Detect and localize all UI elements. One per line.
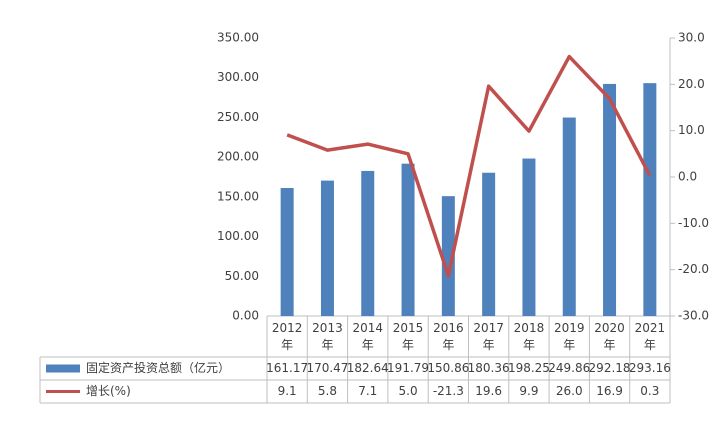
y-tick-label: 350.00 — [217, 31, 259, 45]
table-cell: 16.9 — [596, 384, 623, 398]
x-tick-label: 2020 年 — [594, 321, 625, 352]
bar — [280, 187, 294, 316]
y2-tick-label: 10.0 — [678, 123, 705, 137]
table-cell: 198.25 — [508, 361, 550, 375]
bar — [482, 172, 496, 316]
x-tick-label: 2016 年 — [433, 321, 464, 352]
table-cell: 170.47 — [306, 361, 348, 375]
table-cell: 9.9 — [519, 384, 538, 398]
table-cell: 26.0 — [556, 384, 583, 398]
table-cell: 7.1 — [358, 384, 377, 398]
table-cell: 0.3 — [640, 384, 659, 398]
bar — [603, 83, 617, 316]
y-tick-label: 250.00 — [217, 110, 259, 124]
legend-swatch — [46, 364, 80, 373]
table-cell: 9.1 — [278, 384, 297, 398]
table-cell: 180.36 — [468, 361, 510, 375]
x-tick-label: 2018 年 — [514, 321, 545, 352]
line-series — [286, 54, 652, 278]
x-tick-label: 2013 年 — [312, 321, 343, 352]
table-cell: 5.0 — [399, 384, 418, 398]
x-tick-label: 2017 年 — [473, 321, 504, 352]
bar — [401, 163, 415, 316]
bar — [441, 196, 455, 316]
bar — [522, 158, 536, 316]
bar — [361, 170, 375, 316]
y2-tick-label: 30.0 — [678, 31, 705, 45]
table-cell: 293.16 — [629, 361, 671, 375]
table-cell: 161.17 — [266, 361, 308, 375]
table-cell: 5.8 — [318, 384, 337, 398]
legend-label: 固定资产投资总额（亿元） — [86, 360, 230, 375]
y-tick-label: 0.00 — [232, 309, 259, 323]
table-cell: 182.64 — [347, 361, 389, 375]
table-cell: -21.3 — [433, 384, 464, 398]
y-tick-label: 50.00 — [225, 269, 259, 283]
y-tick-label: 150.00 — [217, 189, 259, 203]
y2-tick-label: -30.0 — [678, 309, 709, 323]
bar — [562, 117, 576, 317]
x-tick-label: 2021 年 — [635, 321, 666, 352]
legend-label: 增长(%) — [86, 384, 131, 398]
y-tick-label: 200.00 — [217, 150, 259, 164]
table-cell: 292.18 — [589, 361, 631, 375]
table-cell: 249.86 — [548, 361, 590, 375]
bar — [320, 180, 334, 316]
y2-tick-label: -10.0 — [678, 216, 709, 230]
bar — [643, 83, 657, 316]
y2-tick-label: 20.0 — [678, 77, 705, 91]
y-tick-label: 300.00 — [217, 70, 259, 84]
table-cell: 150.86 — [427, 361, 469, 375]
x-tick-label: 2019 年 — [554, 321, 585, 352]
x-tick-label: 2012 年 — [272, 321, 303, 352]
y-tick-label: 100.00 — [217, 229, 259, 243]
table-cell: 19.6 — [475, 384, 502, 398]
table-cell: 191.79 — [387, 361, 429, 375]
x-tick-label: 2015 年 — [393, 321, 424, 352]
x-tick-label: 2014 年 — [352, 321, 383, 352]
y2-tick-label: -20.0 — [678, 262, 709, 276]
y2-tick-label: 0.0 — [678, 170, 697, 184]
